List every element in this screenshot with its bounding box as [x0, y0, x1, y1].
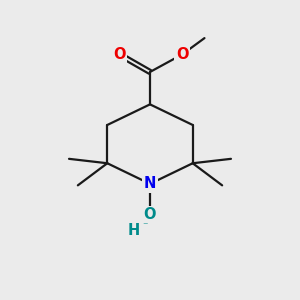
- Text: O: O: [144, 207, 156, 222]
- Text: O: O: [113, 47, 125, 62]
- Text: O: O: [176, 47, 189, 62]
- Text: H: H: [128, 224, 140, 238]
- Text: N: N: [144, 176, 156, 191]
- Text: ⁻: ⁻: [142, 222, 148, 232]
